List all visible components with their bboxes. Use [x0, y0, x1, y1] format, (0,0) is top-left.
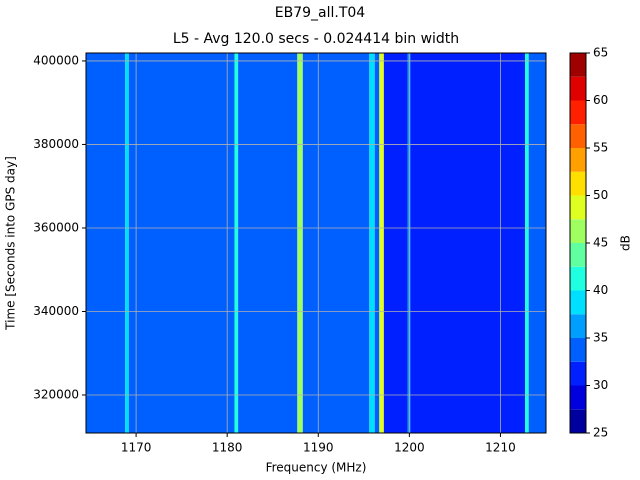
heatmap-cell	[383, 53, 408, 433]
y-tick-label: 320000	[33, 388, 79, 402]
heatmap-cell	[302, 53, 370, 433]
colorbar-swatch	[570, 195, 586, 220]
y-tick-label: 380000	[33, 137, 79, 151]
colorbar-tick-label: 40	[593, 283, 608, 297]
y-axis-label: Time [Seconds into GPS day]	[4, 156, 18, 331]
colorbar-swatch	[570, 385, 586, 410]
colorbar-swatch	[570, 266, 586, 291]
colorbar-tick-label: 25	[593, 426, 608, 440]
heatmap-cell	[410, 53, 526, 433]
chart-subtitle: L5 - Avg 120.0 secs - 0.024414 bin width	[173, 31, 459, 47]
plot-frame	[85, 52, 547, 434]
colorbar-swatch	[570, 361, 586, 386]
colorbar-swatch	[570, 409, 586, 433]
x-tick-label: 1190	[303, 441, 334, 455]
colorbar-swatch	[570, 290, 586, 315]
x-tick-label: 1180	[212, 441, 243, 455]
colorbar-swatch	[570, 338, 586, 362]
heatmap-cell	[86, 53, 126, 433]
heatmap-cell	[374, 53, 380, 433]
colorbar-swatch	[570, 76, 586, 101]
heatmap-cell	[125, 53, 129, 433]
colorbar-swatch	[570, 219, 586, 243]
heatmap-cell	[407, 53, 411, 433]
colorbar-swatch	[570, 243, 586, 267]
colorbar-tick-label: 65	[593, 46, 608, 60]
heatmap-cell	[128, 53, 235, 433]
y-tick-label: 360000	[33, 220, 79, 234]
chart-title: EB79_all.T04	[275, 5, 366, 21]
colorbar-tick-label: 35	[593, 331, 608, 345]
x-axis-label: Frequency (MHz)	[266, 461, 367, 475]
heatmap-cell	[379, 53, 384, 433]
x-tick-label: 1210	[485, 441, 516, 455]
colorbar-swatch	[570, 171, 586, 196]
x-tick-label: 1170	[121, 441, 152, 455]
colorbar-tick-label: 45	[593, 236, 608, 250]
colorbar-tick-label: 55	[593, 141, 608, 155]
colorbar-swatch	[570, 100, 586, 125]
y-tick-label: 400000	[33, 53, 79, 67]
heatmap-cell	[525, 53, 529, 433]
colorbar-tick-label: 30	[593, 378, 608, 392]
heatmap-cell	[528, 53, 546, 433]
colorbar-swatch	[570, 148, 586, 172]
colorbar-swatch	[570, 53, 586, 77]
colorbar-swatch	[570, 124, 586, 148]
colorbar-label: dB	[619, 235, 633, 251]
heatmap-cell	[369, 53, 375, 433]
heatmap-cell	[297, 53, 303, 433]
colorbar-tick-label: 60	[593, 93, 608, 107]
x-tick-label: 1200	[394, 441, 425, 455]
colorbar-tick-label: 50	[593, 188, 608, 202]
colorbar-swatch	[570, 314, 586, 338]
heatmap-cell	[238, 53, 298, 433]
heatmap-cell	[234, 53, 239, 433]
y-tick-label: 340000	[33, 304, 79, 318]
